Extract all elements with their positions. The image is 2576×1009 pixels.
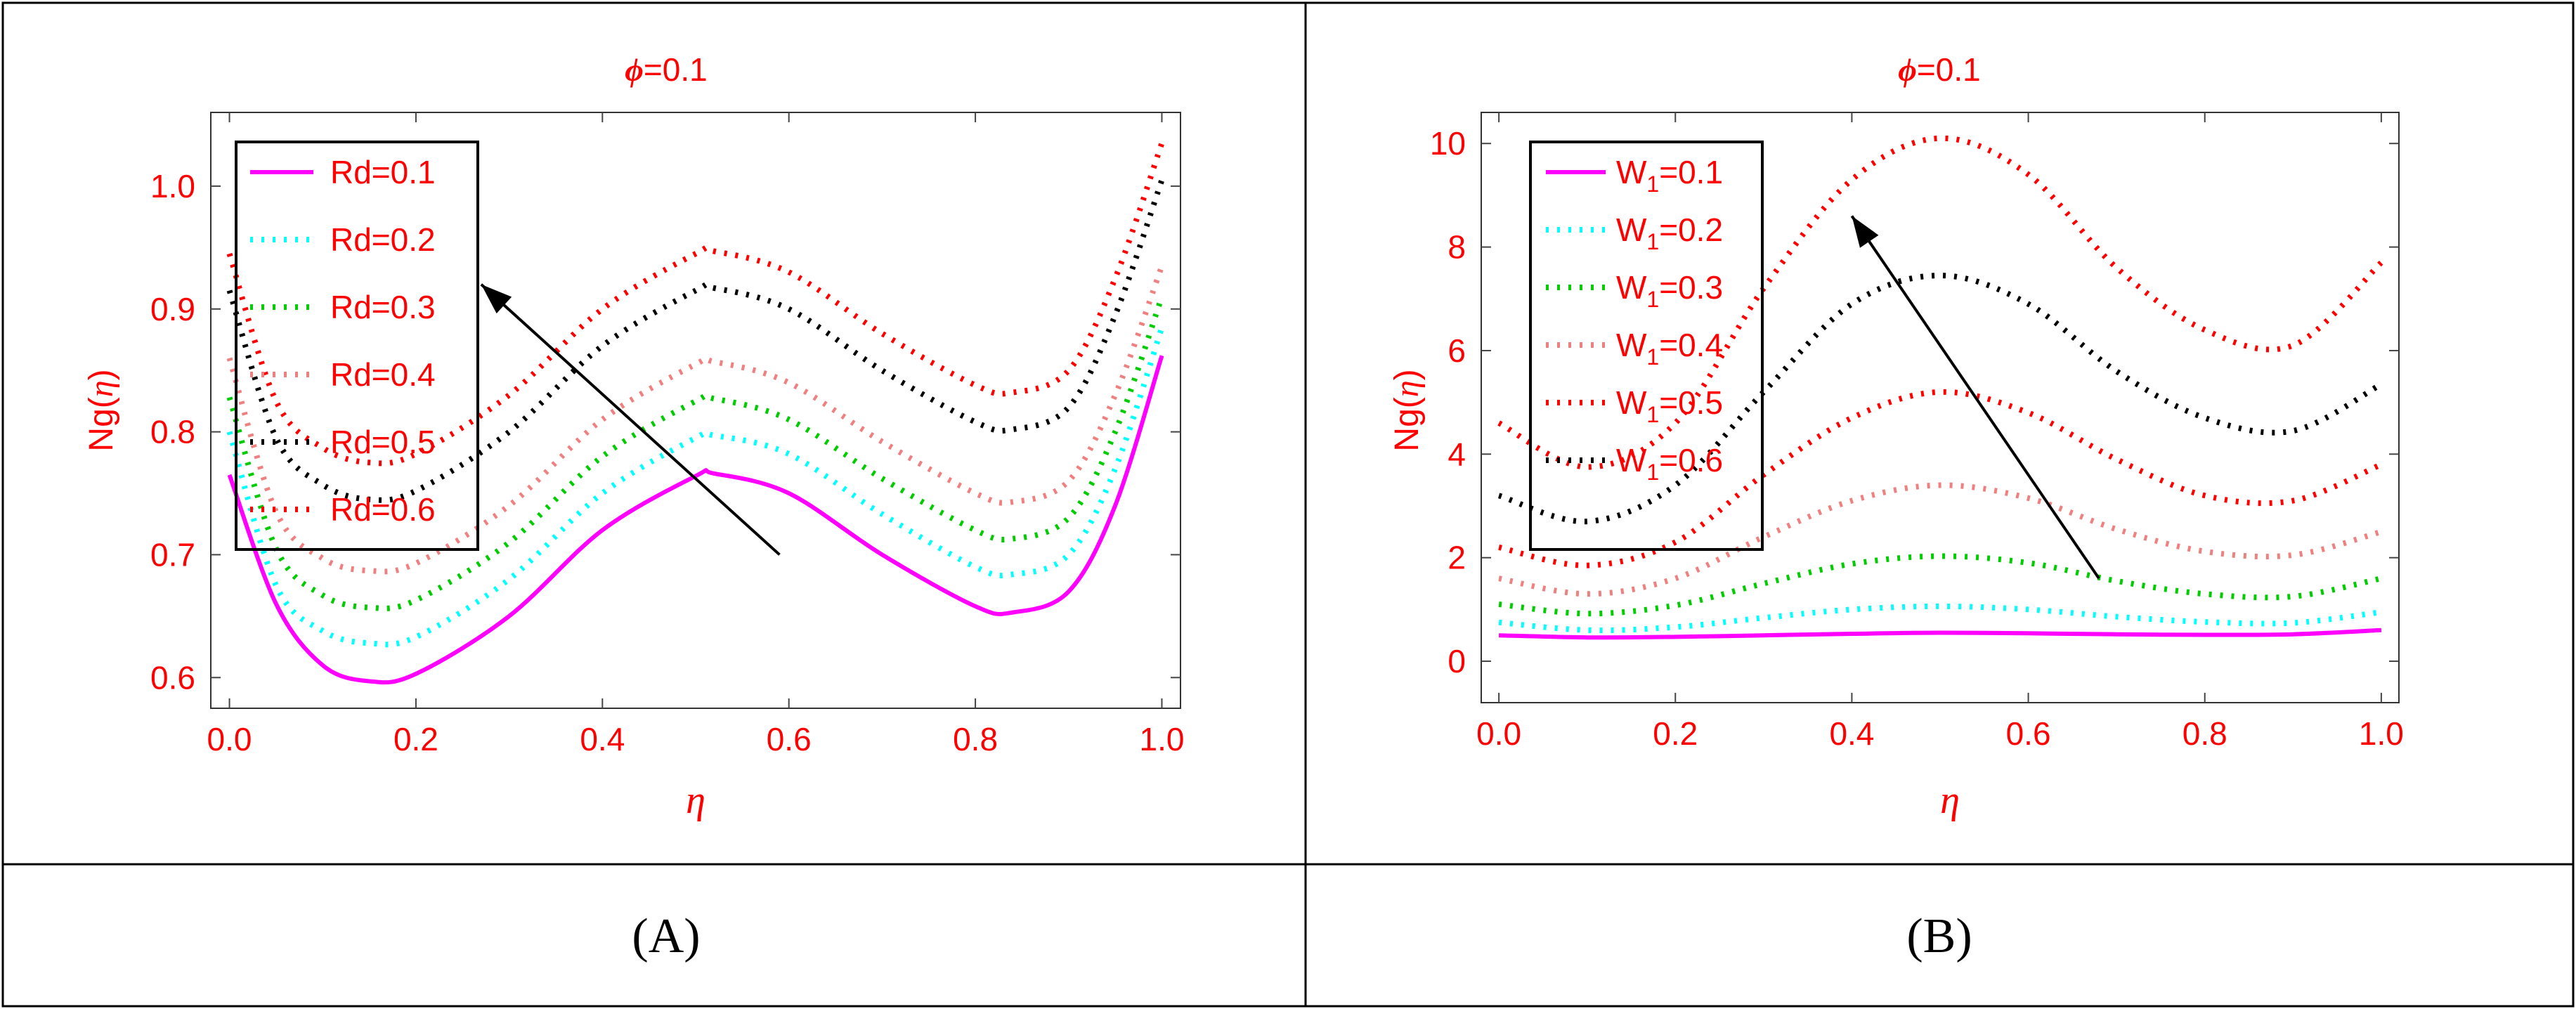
y-label-b-prefix: Ng( bbox=[1388, 397, 1426, 451]
legend-b-items: W1=0.1 W1=0.2 W1=0.3 W1=0.4 W1=0.5 W1=0.6 bbox=[1546, 154, 1723, 485]
x-tick-label: 0.6 bbox=[767, 721, 812, 757]
legend-label: W1=0.5 bbox=[1616, 384, 1723, 427]
chart-b-title-symbol: ϕ bbox=[1898, 52, 1917, 88]
chart-b-title-value: =0.1 bbox=[1917, 51, 1981, 88]
series-line-b-1 bbox=[1499, 627, 2382, 640]
y-axis-label-b: Ng(η) bbox=[1388, 369, 1426, 451]
y-tick-label: 0 bbox=[1448, 643, 1466, 679]
x-tick-label: 0.8 bbox=[953, 721, 998, 757]
series-line-a-2 bbox=[226, 326, 1165, 648]
series-line-a-1 bbox=[227, 355, 1164, 685]
chart-a-title: ϕ=0.1 bbox=[625, 51, 707, 88]
y-tick-label: 2 bbox=[1448, 540, 1466, 576]
y-axis-label-a: Ng(η) bbox=[83, 369, 120, 451]
x-tick-label: 0.8 bbox=[2183, 715, 2227, 752]
x-tick-label: 0.4 bbox=[580, 721, 625, 757]
y-tick-label: 4 bbox=[1448, 436, 1466, 472]
y-label-b-symbol: η bbox=[1388, 380, 1426, 397]
chart-a-title-symbol: ϕ bbox=[625, 52, 644, 88]
legend-a: Rd=0.1 Rd=0.2 Rd=0.3 Rd=0.4 Rd=0.5 Rd=0.6 bbox=[235, 141, 479, 551]
axis-ticks-b: 0.0 0.2 0.4 0.6 0.8 1.0 0 2 4 6 8 10 bbox=[1430, 112, 2404, 752]
y-label-a-symbol: η bbox=[83, 380, 120, 397]
series-group-b bbox=[1497, 135, 2383, 640]
y-tick-label: 0.7 bbox=[150, 536, 195, 573]
arrow-b bbox=[1850, 215, 2100, 580]
legend-label: W1=0.1 bbox=[1616, 154, 1723, 197]
plot-frame-a bbox=[210, 112, 1181, 709]
legend-label: Rd=0.5 bbox=[330, 424, 436, 460]
legend-b-box bbox=[1529, 141, 1764, 551]
x-tick-label: 0.6 bbox=[2006, 715, 2051, 752]
legend-label: W1=0.2 bbox=[1616, 211, 1723, 254]
legend-label: W1=0.3 bbox=[1616, 269, 1723, 312]
y-tick-label: 10 bbox=[1430, 125, 1466, 162]
x-tick-label: 0.2 bbox=[1653, 715, 1698, 752]
y-label-b-suffix: ) bbox=[1388, 369, 1426, 380]
legend-label: Rd=0.2 bbox=[330, 221, 436, 258]
legend-label: Rd=0.3 bbox=[330, 289, 436, 325]
series-group-a bbox=[226, 142, 1165, 685]
chart-b-title: ϕ=0.1 bbox=[1898, 51, 1980, 88]
caption-a: (A) bbox=[632, 909, 700, 963]
legend-label: W1=0.6 bbox=[1616, 442, 1723, 485]
caption-b: (B) bbox=[1906, 909, 1972, 963]
x-axis-label-b: η bbox=[1940, 779, 1960, 822]
x-tick-label: 0.0 bbox=[207, 721, 252, 757]
chart-panel-a: ϕ=0.1 0.0 0.2 0.4 0.6 0.8 1.00.60.70.80.91.0 … bbox=[83, 51, 1184, 822]
series-line-b-4 bbox=[1498, 482, 2382, 597]
x-axis-label-a: η bbox=[686, 779, 705, 822]
axis-ticks-a: 0.0 0.2 0.4 0.6 0.8 1.0 0.6 0.7 0.8 0.9 1.0 bbox=[150, 112, 1184, 757]
legend-label: Rd=0.1 bbox=[330, 154, 436, 190]
legend-b: W1=0.1 W1=0.2 W1=0.3 W1=0.4 W1=0.5 W1=0.6 bbox=[1529, 141, 1764, 551]
legend-a-box bbox=[235, 141, 479, 551]
legend-label: Rd=0.4 bbox=[330, 356, 436, 393]
x-tick-label: 0.2 bbox=[393, 721, 438, 757]
legend-label: Rd=0.6 bbox=[330, 491, 436, 528]
x-tick-label: 0.4 bbox=[1829, 715, 1874, 752]
legend-label: W1=0.4 bbox=[1616, 327, 1723, 370]
arrow-head bbox=[1852, 216, 1879, 248]
x-tick-label: 0.0 bbox=[1476, 715, 1521, 752]
x-tick-label: 1.0 bbox=[2359, 715, 2404, 752]
y-label-a-suffix: ) bbox=[83, 369, 120, 380]
y-tick-label: 0.8 bbox=[150, 414, 195, 450]
series-line-b-3 bbox=[1498, 553, 2382, 617]
plot-frame-b bbox=[1481, 112, 2400, 703]
arrow-shaft bbox=[480, 283, 781, 556]
arrow-head bbox=[481, 284, 512, 314]
y-tick-label: 1.0 bbox=[150, 168, 195, 204]
y-tick-label: 6 bbox=[1448, 332, 1466, 369]
legend-a-items: Rd=0.1 Rd=0.2 Rd=0.3 Rd=0.4 Rd=0.5 Rd=0.6 bbox=[250, 154, 436, 528]
x-tick-label: 1.0 bbox=[1139, 721, 1184, 757]
arrow-a bbox=[480, 283, 781, 556]
y-tick-label: 0.6 bbox=[150, 659, 195, 696]
y-tick-label: 8 bbox=[1448, 229, 1466, 266]
arrow-shaft bbox=[1850, 215, 2100, 580]
chart-a-title-value: =0.1 bbox=[644, 51, 708, 88]
y-label-a-prefix: Ng( bbox=[83, 397, 120, 451]
y-tick-label: 0.9 bbox=[150, 291, 195, 327]
